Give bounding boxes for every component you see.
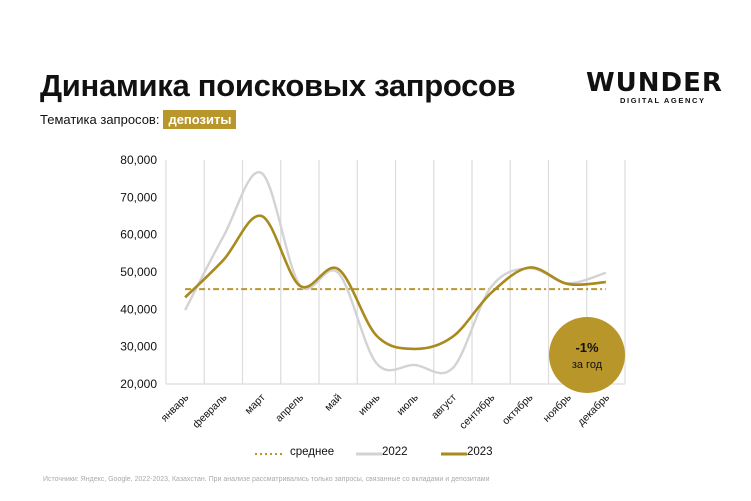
legend-swatch-2022 — [356, 452, 382, 456]
logo-sub: DIGITAL AGENCY — [620, 96, 706, 105]
legend-label-average: среднее — [290, 446, 335, 458]
y-tick-label: 60,000 — [120, 228, 157, 242]
logo: WUNDER DIGITAL AGENCY — [586, 70, 723, 105]
x-tick-label: май — [322, 392, 344, 414]
legend-label-2023: 2023 — [467, 446, 493, 458]
source-note: Источники: Яндекс, Google, 2022-2023, Ка… — [43, 476, 490, 483]
x-tick-label: ноябрь — [541, 391, 574, 424]
x-tick-label: декабрь — [575, 391, 612, 428]
y-tick-label: 50,000 — [120, 265, 157, 279]
subtitle-label: Тематика запросов: — [40, 112, 160, 127]
legend-swatch-2023 — [441, 452, 467, 456]
x-tick-label: сентябрь — [457, 391, 497, 431]
x-tick-label: февраль — [190, 391, 230, 431]
x-tick-label: апрель — [273, 391, 306, 424]
x-tick-label: август — [429, 392, 459, 422]
y-tick-label: 30,000 — [120, 340, 157, 354]
legend-swatch-average — [255, 453, 283, 455]
y-tick-label: 40,000 — [120, 302, 157, 316]
y-tick-label: 20,000 — [120, 377, 157, 391]
change-badge-value: -1% — [575, 340, 599, 355]
change-badge-label: за год — [572, 359, 603, 371]
change-badge — [549, 317, 625, 393]
subtitle: Тематика запросов: депозиты — [40, 110, 237, 129]
x-tick-label: январь — [159, 391, 192, 424]
x-tick-label: июль — [395, 391, 422, 418]
x-tick-label: июнь — [356, 391, 383, 418]
y-tick-label: 70,000 — [120, 190, 157, 204]
y-tick-label: 80,000 — [120, 153, 157, 167]
topic-badge: депозиты — [163, 110, 237, 129]
legend-label-2022: 2022 — [382, 446, 408, 458]
page-title: Динамика поисковых запросов — [40, 68, 516, 103]
logo-main: WUNDER — [586, 68, 723, 98]
x-tick-label: октябрь — [500, 391, 536, 427]
x-tick-label: март — [243, 392, 268, 417]
